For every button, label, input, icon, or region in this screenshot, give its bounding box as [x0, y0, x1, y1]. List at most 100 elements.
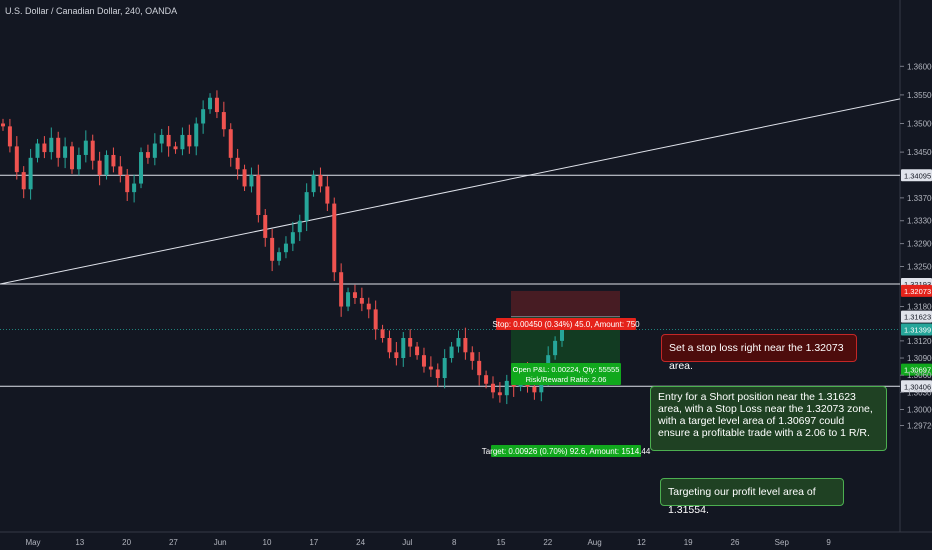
x-tick-label: Jun: [214, 538, 227, 547]
candle-body: [221, 112, 226, 130]
price-label: 1.30406: [904, 382, 931, 391]
candle-body: [504, 380, 509, 396]
price-label: 1.30697: [904, 366, 931, 375]
candle-body: [311, 174, 316, 193]
price-label-bg: [901, 169, 932, 182]
candle-body: [90, 140, 95, 161]
candle-body: [297, 220, 302, 233]
candle-body: [132, 183, 137, 193]
candle-body: [304, 192, 309, 221]
price-label: 1.31623: [904, 313, 931, 322]
candle-body: [166, 134, 171, 147]
candle-body: [187, 134, 192, 147]
candle-body: [366, 303, 371, 310]
rr-label: Risk/Reward Ratio: 2.06: [526, 375, 607, 384]
entry-note: Entry for a Short position near the 1.31…: [650, 386, 887, 451]
x-tick-label: 20: [122, 538, 131, 547]
y-tick-label: 1.36000: [907, 62, 932, 71]
candle-body: [56, 137, 61, 158]
y-tick-label: 1.30600: [907, 371, 932, 380]
x-tick-label: Jul: [402, 538, 412, 547]
candle-body: [387, 338, 392, 353]
x-tick-label: 19: [684, 538, 693, 547]
candle-body: [270, 237, 275, 261]
price-label-bg: [901, 310, 932, 323]
x-tick-label: 22: [543, 538, 552, 547]
y-tick-label: 1.32500: [907, 263, 932, 272]
y-tick-label: 1.30900: [907, 354, 932, 363]
x-tick-label: 15: [497, 538, 506, 547]
candle-body: [152, 143, 157, 158]
candle-body: [332, 203, 337, 273]
candle-body: [214, 97, 219, 113]
candle-body: [118, 166, 123, 175]
candle-body: [235, 157, 240, 170]
pnl-box: [511, 363, 621, 385]
candle-body: [477, 360, 482, 376]
candle-body: [359, 297, 364, 304]
target-label-bg: [491, 445, 641, 457]
candle-body: [125, 174, 130, 193]
candle-body: [497, 392, 502, 396]
price-label-bg: [901, 323, 932, 336]
candle-body: [484, 375, 489, 384]
x-tick-label: 12: [637, 538, 646, 547]
candle-body: [339, 272, 344, 307]
candle-body: [42, 143, 47, 153]
stop-zone: [511, 290, 620, 317]
candle-body: [435, 369, 440, 379]
y-tick-label: 1.32900: [907, 240, 932, 249]
x-tick-label: 10: [263, 538, 272, 547]
candle-body: [242, 169, 247, 187]
target-label: Target: 0.00926 (0.70%) 92.6, Amount: 15…: [482, 447, 651, 456]
candle-body: [470, 352, 475, 361]
candle-body: [97, 160, 102, 175]
x-tick-label: 9: [826, 538, 831, 547]
candle-body: [421, 355, 426, 367]
chart-title: U.S. Dollar / Canadian Dollar, 240, OAND…: [5, 6, 178, 16]
y-tick-label: 1.30300: [907, 388, 932, 397]
candle-body: [346, 292, 351, 307]
candle-body: [373, 309, 378, 330]
candle-body: [173, 146, 178, 150]
candle-body: [228, 129, 233, 158]
pnl-label: Open P&L: 0.00224, Qty: 55555: [513, 365, 620, 374]
target-note: Targeting our profit level area of 1.315…: [660, 478, 844, 516]
stop-loss-note: Set a stop loss right near the 1.32073 a…: [661, 334, 857, 372]
candle-body: [70, 146, 75, 170]
candle-body: [394, 352, 399, 359]
price-label: 1.31399: [904, 325, 931, 334]
candle-body: [401, 338, 406, 359]
trendline: [0, 98, 901, 285]
candle-body: [111, 154, 116, 167]
candle-body: [180, 134, 185, 150]
candle-body: [76, 154, 81, 170]
x-tick-label: 8: [452, 538, 457, 547]
candle-body: [49, 137, 54, 153]
candle-body: [256, 174, 261, 216]
candle-body: [104, 154, 109, 175]
candle-body: [7, 126, 12, 147]
candle-body: [201, 109, 206, 124]
y-tick-label: 1.29720: [907, 422, 932, 431]
y-tick-label: 1.33300: [907, 217, 932, 226]
y-tick-label: 1.30000: [907, 406, 932, 415]
candle-body: [415, 346, 420, 356]
candle-body: [490, 383, 495, 393]
candle-body: [325, 186, 330, 204]
candle-body: [83, 140, 88, 155]
candle-body: [408, 338, 413, 347]
candle-body: [159, 134, 164, 144]
x-tick-label: 17: [309, 538, 318, 547]
candle-body: [456, 338, 461, 347]
candle-body: [560, 329, 564, 341]
candle-body: [532, 386, 537, 393]
price-label: 1.34095: [904, 171, 931, 180]
candle-body: [290, 232, 295, 244]
x-tick-label: 27: [169, 538, 178, 547]
x-tick-label: Sep: [775, 538, 790, 547]
candle-body: [277, 252, 282, 261]
price-label-bg: [901, 380, 932, 393]
x-tick-label: 13: [75, 538, 84, 547]
